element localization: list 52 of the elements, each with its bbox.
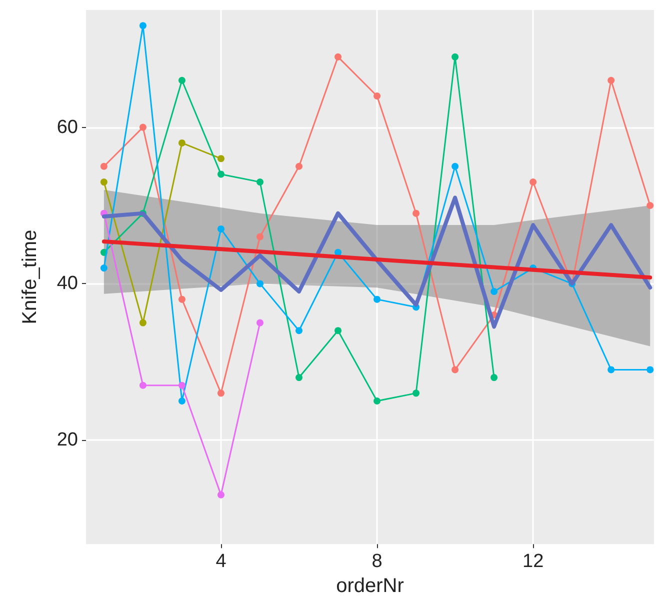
- point: [139, 319, 146, 326]
- line-series: [102, 239, 652, 280]
- x-tick-label: 4: [216, 551, 227, 572]
- point: [256, 233, 264, 240]
- y-axis-title: Knife_time: [19, 230, 41, 324]
- point: [608, 366, 615, 374]
- y-tick-label: 40: [56, 273, 78, 294]
- point: [217, 491, 224, 498]
- point: [334, 248, 342, 256]
- point: [646, 202, 654, 209]
- point: [490, 288, 498, 296]
- point: [178, 397, 186, 404]
- line-series: [102, 196, 652, 329]
- point: [178, 382, 186, 389]
- point: [296, 162, 302, 170]
- point: [412, 210, 420, 217]
- point: [217, 225, 224, 232]
- point: [100, 178, 108, 186]
- point: [530, 178, 537, 186]
- x-axis-title: orderNr: [336, 575, 404, 597]
- point: [139, 124, 146, 131]
- point: [296, 327, 302, 334]
- point: [256, 319, 264, 326]
- point: [178, 76, 186, 84]
- point: [100, 264, 108, 272]
- point: [452, 366, 459, 374]
- y-tick-label: 60: [56, 116, 78, 138]
- point: [139, 382, 146, 389]
- point: [296, 374, 302, 382]
- point: [217, 170, 224, 178]
- point: [334, 327, 342, 334]
- point: [217, 390, 224, 397]
- x-tick-label: 12: [522, 551, 544, 572]
- point: [334, 53, 342, 60]
- point: [452, 162, 459, 170]
- point: [139, 22, 146, 30]
- point: [100, 162, 108, 170]
- point: [217, 155, 224, 162]
- point: [490, 374, 498, 382]
- point: [256, 280, 264, 288]
- x-tick-label: 8: [372, 551, 382, 572]
- point: [412, 390, 420, 397]
- point: [646, 366, 654, 374]
- point: [178, 296, 186, 303]
- point: [374, 296, 381, 303]
- point: [374, 92, 381, 100]
- point: [452, 53, 459, 60]
- point: [256, 178, 264, 186]
- point: [178, 139, 186, 146]
- y-tick-label: 20: [56, 430, 78, 451]
- point: [608, 76, 615, 84]
- point: [374, 397, 381, 404]
